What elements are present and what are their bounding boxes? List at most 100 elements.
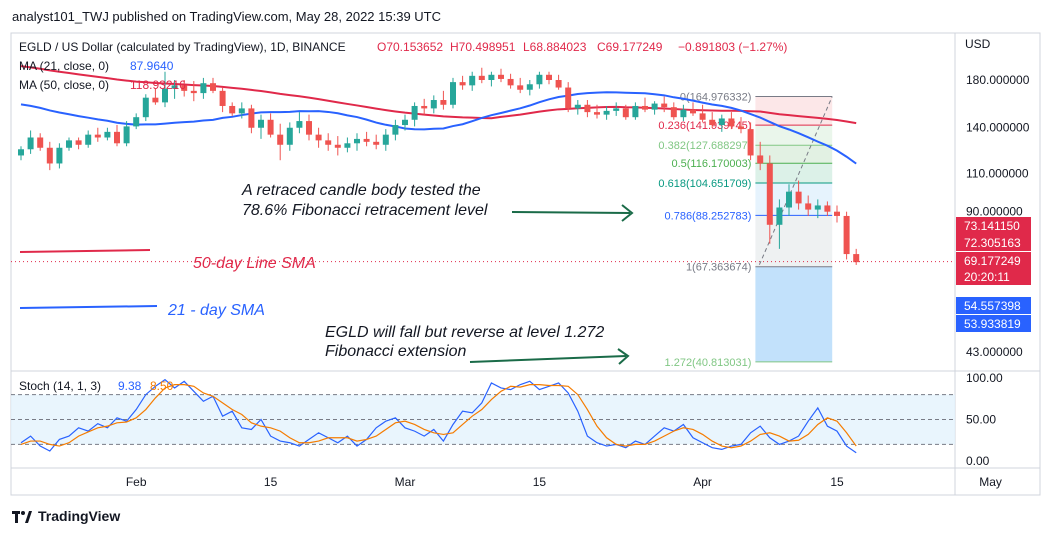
candle-body [536, 74, 543, 85]
candle-body [200, 83, 207, 94]
tradingview-brand[interactable]: TradingView [12, 508, 120, 524]
price-badge-label: 69.177249 [964, 254, 1021, 268]
candle-body [718, 118, 725, 126]
candle-body [56, 147, 63, 164]
annotation-retrace-arrowhead [621, 204, 634, 222]
candle-body [843, 215, 850, 255]
candle-body [450, 82, 456, 105]
candle-body [795, 191, 802, 204]
candle-body [680, 109, 687, 118]
candle-body [315, 134, 322, 141]
stoch-tick-label: 100.00 [966, 371, 1003, 385]
ohlc-change: −0.891803 (−1.27%) [678, 40, 787, 54]
ma21-legend-value: 87.9640 [130, 59, 174, 73]
annotation-retrace-2: 78.6% Fibonacci retracement level [242, 202, 488, 219]
candle-body [766, 163, 773, 225]
candle-body [651, 103, 658, 110]
fib-level-label: 0.786(88.252783) [665, 210, 752, 222]
candlestick-series [18, 67, 860, 265]
candle-body [546, 74, 552, 80]
sma21-sample-line [19, 305, 158, 309]
candle-body [210, 83, 216, 91]
fib-level-label: 1(67.363674) [686, 262, 751, 274]
stoch-d-line [20, 384, 857, 449]
candle-body [488, 74, 495, 80]
price-badge [956, 217, 1031, 234]
fib-zone [755, 163, 833, 184]
candle-body [709, 119, 716, 126]
candle-body [834, 211, 840, 216]
candle-body [805, 203, 812, 210]
candle-body [123, 126, 130, 144]
fibonacci-tool: 0(164.976332) 0.236(141.939745) 0.382(127.… [658, 92, 833, 369]
candle-body [75, 140, 82, 145]
annotation-extension-arrowhead [617, 348, 630, 365]
price-badge [956, 315, 1031, 332]
candle-body [728, 118, 735, 127]
candle-body [642, 105, 648, 110]
ma50-legend-label: MA (50, close, 0) [19, 78, 109, 92]
candle-body [277, 134, 284, 145]
candle-body [229, 105, 236, 114]
candle-body [219, 90, 226, 106]
candle-body [334, 144, 341, 148]
candle-body [181, 85, 188, 91]
time-tick-label: 15 [533, 475, 547, 489]
symbol-line: EGLD / US Dollar (calculated by TradingV… [19, 40, 346, 54]
candle-body [594, 112, 600, 115]
price-tick-label: 43.000000 [966, 345, 1023, 359]
time-tick-label: May [979, 475, 1002, 489]
candle-body [104, 131, 111, 138]
time-tick-label: 15 [264, 475, 278, 489]
fib-level-label: 0(164.976332) [680, 92, 752, 104]
candle-body [738, 126, 744, 130]
fib-level-label: 0.382(127.688297) [658, 140, 751, 152]
candle-body [469, 75, 476, 86]
candle-body [661, 103, 668, 108]
tradingview-brand-text: TradingView [38, 508, 121, 524]
annotation-extension-1: EGLD will fall but reverse at level 1.27… [325, 324, 604, 341]
fib-trend-line [758, 96, 833, 265]
candle-body [440, 100, 447, 105]
annotation-extension-2: Fibonacci extension [325, 343, 467, 360]
candle-body [853, 254, 860, 263]
candle-body [690, 109, 696, 114]
candle-body [632, 105, 639, 118]
candle-body [238, 108, 245, 114]
ma21-legend-label: MA (21, close, 0) [19, 59, 109, 73]
candle-body [670, 107, 677, 118]
candle-body [152, 97, 159, 103]
price-tick-label: 110.000000 [966, 167, 1029, 181]
ma21-line [20, 91, 857, 165]
candle-body [555, 80, 562, 88]
tradingview-logo-icon [12, 510, 32, 523]
ohlc-open: O70.153652 [377, 40, 443, 54]
candle-body [584, 104, 591, 113]
annotation-extension-arrow [469, 355, 627, 363]
candle-body [421, 105, 428, 109]
annotation-retrace-arrow [511, 211, 631, 214]
stoch-k-line [20, 378, 857, 454]
candle-body [613, 108, 620, 111]
candle-body [114, 131, 120, 144]
annotation-sma50: 50-day Line SMA [193, 255, 316, 272]
candle-body [574, 104, 581, 109]
ma50-line [20, 65, 857, 125]
stoch-tick-label: 0.00 [966, 454, 990, 468]
ohlc-close: C69.177249 [597, 40, 663, 54]
candle-body [142, 97, 149, 118]
currency-label: USD [965, 37, 991, 51]
ohlc-high: H70.498951 [450, 40, 516, 54]
candle-body [747, 129, 754, 156]
candle-body [776, 207, 783, 225]
candle-body [517, 85, 524, 90]
stoch-legend-label: Stoch (14, 1, 3) [19, 379, 101, 393]
candle-body [171, 85, 178, 89]
price-tick-label: 140.000000 [966, 121, 1030, 135]
candle-body [94, 134, 101, 138]
candle-body [286, 127, 293, 145]
candle-body [411, 105, 418, 120]
chart-border [10, 32, 1041, 496]
candle-body [37, 137, 44, 148]
